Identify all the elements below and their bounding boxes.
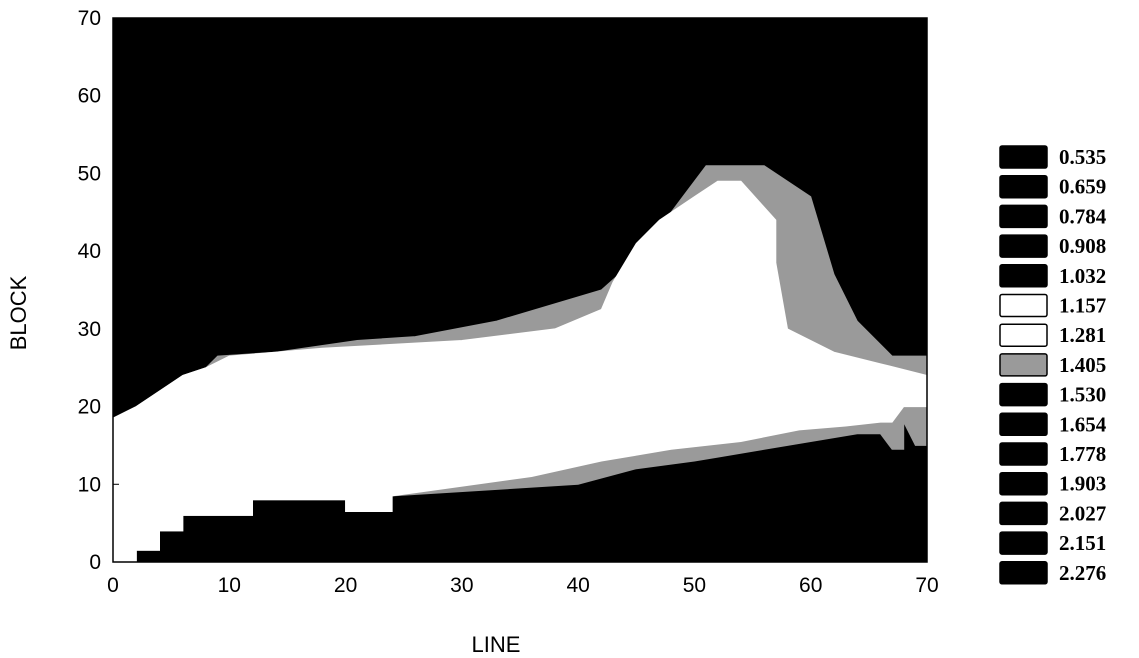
y-tick-label: 50 — [78, 162, 101, 185]
legend-swatch — [999, 471, 1048, 496]
legend-item: 0.535 — [999, 145, 1106, 169]
y-tick-label: 40 — [78, 240, 101, 263]
legend-swatch — [999, 501, 1048, 526]
x-tick-label: 10 — [218, 574, 241, 597]
x-tick-label: 0 — [107, 574, 119, 597]
legend-item: 0.784 — [999, 204, 1107, 229]
legend-swatch — [999, 382, 1048, 407]
y-tick-label: 0 — [89, 551, 101, 574]
legend-label: 1.032 — [1059, 264, 1106, 288]
legend-swatch — [999, 293, 1048, 318]
x-tick-label: 60 — [799, 574, 822, 597]
legend-swatch — [999, 561, 1048, 585]
legend-label: 1.530 — [1059, 383, 1106, 407]
legend-swatch — [999, 174, 1048, 199]
legend-item: 1.654 — [999, 412, 1107, 437]
y-tick-label: 20 — [78, 396, 101, 419]
legend-swatch — [999, 145, 1048, 169]
legend-item: 2.027 — [999, 501, 1106, 526]
x-tick-label: 50 — [683, 574, 706, 597]
legend-swatch — [999, 264, 1048, 288]
legend-swatch — [999, 442, 1048, 466]
legend-swatch — [999, 234, 1048, 258]
legend-item: 0.908 — [999, 234, 1106, 258]
x-axis-label: LINE — [472, 632, 521, 657]
legend-item: 1.530 — [999, 382, 1106, 407]
x-tick-label: 70 — [915, 574, 938, 597]
legend-swatch — [999, 204, 1048, 229]
legend-label: 1.405 — [1059, 353, 1106, 377]
legend-swatch — [999, 412, 1048, 437]
legend-item: 1.405 — [999, 353, 1106, 377]
legend-label: 1.157 — [1059, 294, 1106, 318]
legend-label: 2.027 — [1059, 501, 1106, 525]
legend-label: 1.281 — [1059, 323, 1106, 347]
y-tick-label: 30 — [78, 318, 101, 341]
axes: 0 10 20 30 40 50 60 70 0 10 20 30 40 50 60 70 — [78, 7, 939, 597]
legend-item: 2.151 — [999, 531, 1106, 555]
legend: 0.535 0.659 0.784 0.908 1.032 1.157 1.281 1.405… — [999, 145, 1107, 585]
legend-item: 1.157 — [999, 293, 1106, 318]
legend-label: 1.903 — [1059, 472, 1106, 496]
legend-swatch — [999, 353, 1048, 377]
legend-label: 0.659 — [1059, 175, 1106, 199]
plot-frame — [112, 17, 928, 563]
x-tick-label: 40 — [566, 574, 589, 597]
legend-label: 0.908 — [1059, 234, 1106, 258]
legend-label: 2.276 — [1059, 561, 1106, 585]
legend-item: 1.032 — [999, 264, 1106, 288]
y-tick-label: 60 — [78, 85, 101, 108]
legend-item: 1.903 — [999, 471, 1106, 496]
y-tick-label: 10 — [78, 473, 101, 496]
legend-item: 0.659 — [999, 174, 1106, 199]
legend-label: 1.778 — [1059, 442, 1106, 466]
legend-item: 1.281 — [999, 323, 1106, 347]
legend-item: 1.778 — [999, 442, 1106, 466]
x-tick-label: 20 — [334, 574, 357, 597]
y-tick-label: 70 — [78, 7, 101, 30]
legend-swatch — [999, 531, 1048, 555]
legend-swatch — [999, 323, 1048, 347]
legend-label: 1.654 — [1059, 412, 1107, 436]
legend-item: 2.276 — [999, 561, 1106, 585]
plot-area — [112, 18, 928, 563]
x-tick-label: 30 — [450, 574, 473, 597]
legend-label: 2.151 — [1059, 531, 1106, 555]
y-axis-label: BLOCK — [6, 275, 31, 350]
legend-label: 0.784 — [1059, 204, 1107, 228]
legend-label: 0.535 — [1059, 145, 1106, 169]
